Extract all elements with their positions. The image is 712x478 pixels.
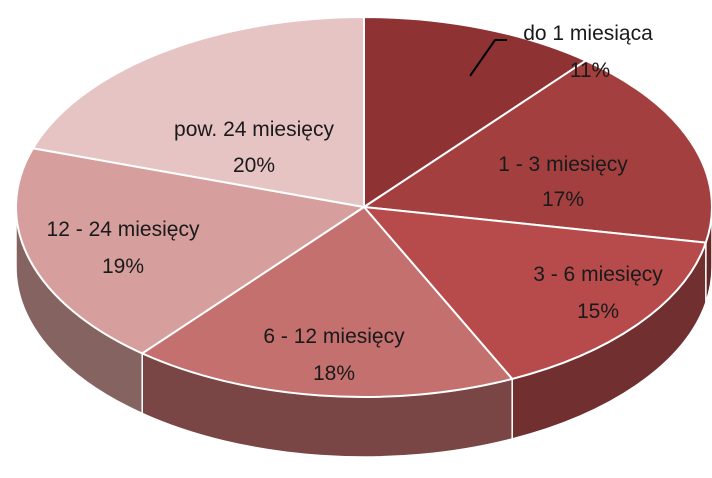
pie-slice-3-6-miesiecy <box>361 205 708 381</box>
slice-labels: do 1 miesiąca 11% 1 - 3 miesięcy 17% 3 -… <box>47 22 664 385</box>
pie-slice-6-12-miesiecy <box>140 205 514 398</box>
pie-slice-1-3-miesiecy <box>361 59 712 244</box>
slice-pct-3-6-miesiecy: 15% <box>577 300 619 323</box>
slice-label-12-24-miesiecy: 12 - 24 miesięcy <box>47 218 200 241</box>
slice-pct-6-12-miesiecy: 18% <box>313 362 355 385</box>
pie-slices <box>15 15 712 398</box>
slice-pct-do-1-miesiaca: 11% <box>570 59 610 82</box>
slice-label-3-6-miesiecy: 3 - 6 miesięcy <box>533 263 663 286</box>
slice-label-do-1-miesiaca: do 1 miesiąca <box>523 22 653 45</box>
leader-line-do-1-miesiaca <box>469 39 507 77</box>
slice-label-1-3-miesiecy: 1 - 3 miesięcy <box>498 153 628 176</box>
slice-pct-12-24-miesiecy: 19% <box>102 255 144 278</box>
slice-label-6-12-miesiecy: 6 - 12 miesięcy <box>263 325 405 348</box>
pie-slice-12-24-miesiecy <box>15 147 367 355</box>
slice-pct-pow-24-miesiecy: 20% <box>233 154 275 177</box>
slice-label-pow-24-miesiecy: pow. 24 miesięcy <box>174 118 334 141</box>
pie-slice-do-1-miesiaca <box>363 15 588 209</box>
slice-pct-1-3-miesiecy: 17% <box>542 188 584 211</box>
pie-slice-pow-24-miesiecy <box>31 15 365 209</box>
